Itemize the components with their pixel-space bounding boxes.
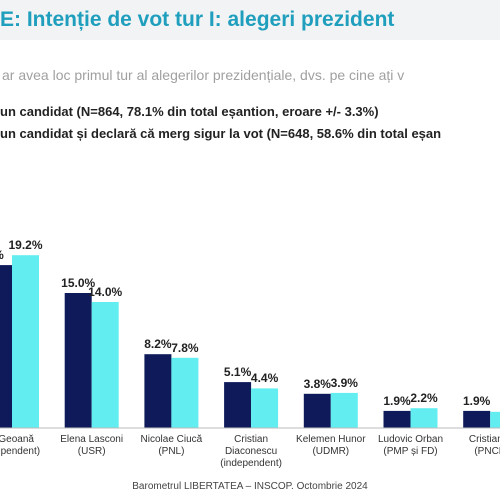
data-label: 3.8% xyxy=(303,376,331,391)
x-tick-label: Elena Lasconi (USR) xyxy=(60,434,124,457)
x-tick-label: Nicolae Ciucă (PNL) xyxy=(140,434,203,457)
legend-entry: un candidat și declară că merg sigur la … xyxy=(0,126,442,141)
bar xyxy=(383,410,411,428)
subtitle: ar avea loc primul tur al alegerilor pre… xyxy=(2,67,405,83)
bar xyxy=(330,392,358,428)
bar xyxy=(224,382,252,428)
data-label: 15.0% xyxy=(61,276,96,290)
bar xyxy=(0,265,12,428)
data-label: 14.0% xyxy=(88,285,123,299)
chart-title: E: Intenție de vot tur I: alegeri prezid… xyxy=(0,0,500,40)
data-label: 4.4% xyxy=(250,371,279,386)
bar xyxy=(144,354,172,428)
x-tick-label: Cristian T (PNCR xyxy=(468,434,500,457)
data-label: 1 xyxy=(484,395,500,409)
x-tick-label: Ludovic Orban (PMP și FD) xyxy=(377,434,444,457)
data-label: 2.2% xyxy=(410,391,438,406)
footer: Barometrul LIBERTATEA – INSCOP. Octombri… xyxy=(132,481,368,492)
data-label: 1.9% xyxy=(463,393,491,408)
bar xyxy=(410,408,438,428)
data-label: 19.2% xyxy=(8,238,43,253)
bar xyxy=(463,410,491,428)
x-tick-label: a Geoană ndependent) xyxy=(0,434,41,457)
data-label: % xyxy=(0,248,19,262)
bar xyxy=(12,255,39,428)
data-label: 7.8% xyxy=(171,340,199,355)
data-label: 3.9% xyxy=(330,375,358,390)
x-tick-label: Cristian Diaconescu (independent) xyxy=(220,434,282,469)
legend-entry: un candidat (N=864, 78.1% din total eșan… xyxy=(0,104,379,119)
data-label: 8.2% xyxy=(144,337,172,352)
bar xyxy=(303,393,331,428)
x-tick-label: Kelemen Hunor (UDMR) xyxy=(296,434,366,457)
bar xyxy=(91,302,119,428)
data-label: 1.9% xyxy=(383,393,411,408)
bar xyxy=(171,357,199,428)
bar xyxy=(64,293,92,428)
bar xyxy=(490,411,500,428)
bar xyxy=(251,388,279,428)
data-label: 5.1% xyxy=(223,365,252,380)
